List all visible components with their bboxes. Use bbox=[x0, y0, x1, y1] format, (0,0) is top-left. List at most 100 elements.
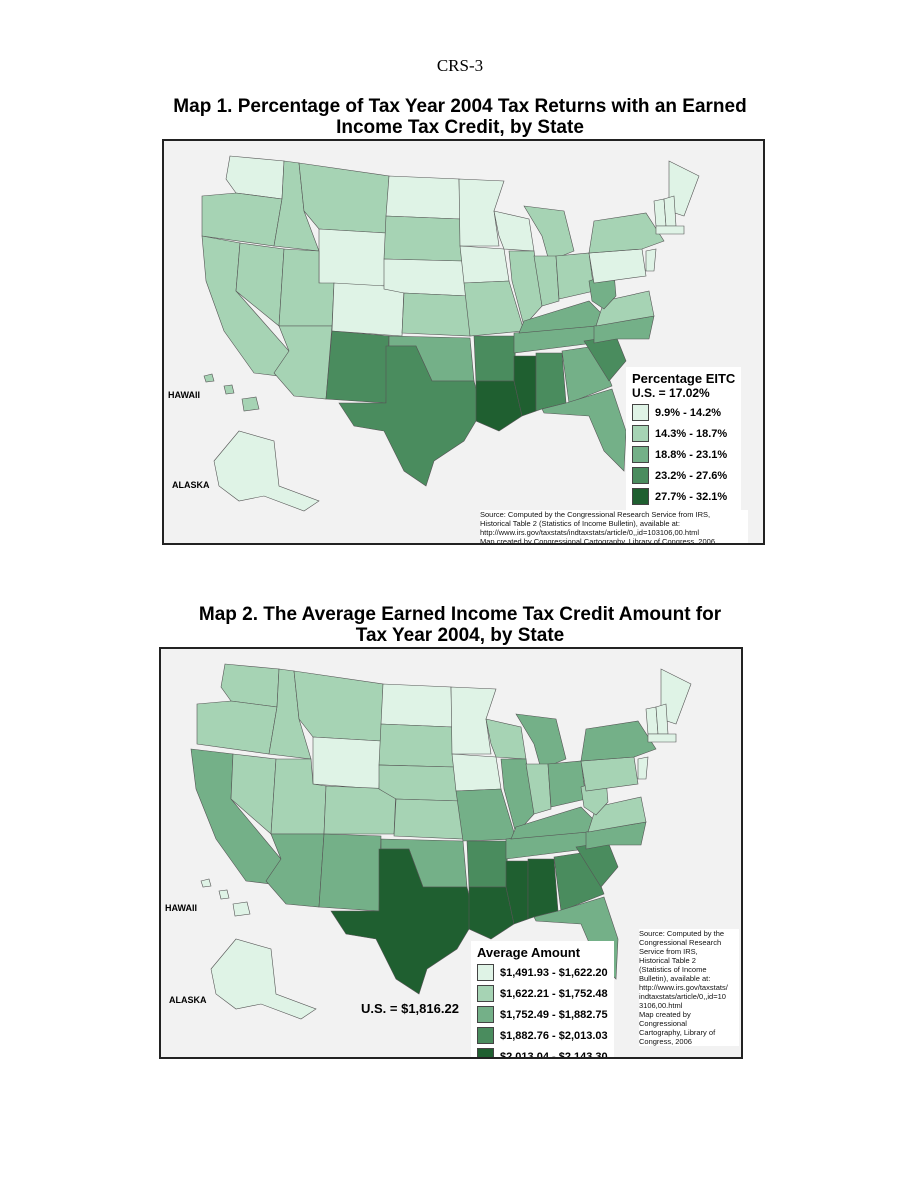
state-nm bbox=[325, 330, 390, 404]
state-wi bbox=[485, 718, 527, 760]
state-az bbox=[265, 833, 325, 908]
map1-legend-item: 14.3% - 18.7% bbox=[632, 425, 735, 442]
state-mn bbox=[450, 686, 497, 755]
state-al bbox=[535, 352, 567, 412]
state-wy bbox=[318, 228, 387, 290]
legend-label: $2,013.04 - $2,143.30 bbox=[500, 1050, 608, 1059]
state-sd bbox=[383, 215, 463, 262]
map1-frame: HAWAII ALASKA Percentage EITC U.S. = 17.… bbox=[162, 139, 765, 545]
map1-legend-title: Percentage EITC bbox=[632, 371, 736, 386]
state-sd bbox=[378, 723, 455, 768]
state-in bbox=[525, 763, 552, 815]
legend-swatch bbox=[632, 446, 649, 463]
state-hi bbox=[203, 373, 260, 412]
state-la bbox=[468, 886, 515, 940]
map1-legend-item: 18.8% - 23.1% bbox=[632, 446, 735, 463]
legend-label: $1,882.76 - $2,013.03 bbox=[500, 1029, 608, 1042]
state-la bbox=[475, 380, 523, 432]
state-ks bbox=[401, 292, 471, 337]
legend-swatch bbox=[477, 964, 494, 981]
state-ks bbox=[393, 798, 464, 840]
legend-label: 9.9% - 14.2% bbox=[655, 406, 722, 419]
legend-label: $1,491.93 - $1,622.20 bbox=[500, 966, 608, 979]
state-az bbox=[273, 325, 333, 400]
source-line: Map created by Congressional Cartography… bbox=[480, 537, 715, 545]
map1-legend-item: 23.2% - 27.6% bbox=[632, 467, 735, 484]
map2-legend-item: $1,491.93 - $1,622.20 bbox=[477, 964, 608, 981]
state-ak bbox=[213, 430, 320, 512]
state-tx bbox=[330, 848, 476, 995]
legend-swatch bbox=[477, 1027, 494, 1044]
state-ne bbox=[383, 258, 470, 297]
state-il bbox=[508, 250, 543, 327]
map2-title-line1: Map 2. The Average Earned Income Tax Cre… bbox=[198, 604, 722, 625]
state-ma bbox=[647, 733, 677, 743]
state-fl bbox=[541, 388, 627, 472]
source-line: Congressional bbox=[639, 1019, 687, 1028]
state-co bbox=[323, 785, 397, 835]
legend-swatch bbox=[632, 404, 649, 421]
map2-title: Map 2. The Average Earned Income Tax Cre… bbox=[0, 604, 920, 646]
state-nj bbox=[645, 248, 657, 272]
state-ar bbox=[466, 840, 509, 888]
source-line: Congressional Research bbox=[639, 938, 722, 947]
source-line: Congress, 2006 bbox=[639, 1037, 692, 1046]
map1-title-line2: Income Tax Credit, by State bbox=[336, 117, 584, 138]
map2-svg bbox=[190, 663, 692, 1020]
source-line: Historical Table 2 (Statistics of Income… bbox=[480, 519, 680, 528]
source-line: Map created by bbox=[639, 1010, 691, 1019]
legend-label: 14.3% - 18.7% bbox=[655, 427, 728, 440]
state-ia bbox=[451, 753, 502, 792]
map2-legend-item: $1,882.76 - $2,013.03 bbox=[477, 1027, 608, 1044]
map1-legend-item: 9.9% - 14.2% bbox=[632, 404, 735, 421]
state-ms bbox=[505, 860, 529, 925]
state-oh bbox=[547, 760, 587, 808]
state-me bbox=[660, 668, 692, 725]
map2-alaska-label: ALASKA bbox=[169, 995, 207, 1005]
state-me bbox=[668, 160, 700, 217]
state-oh bbox=[555, 252, 595, 300]
state-or bbox=[196, 700, 278, 755]
state-hi bbox=[200, 878, 251, 917]
map2-legend: Average Amount $1,491.93 - $1,622.20 $1,… bbox=[471, 941, 614, 1059]
map1-title-line1: Map 1. Percentage of Tax Year 2004 Tax R… bbox=[173, 96, 747, 117]
state-co bbox=[331, 282, 405, 337]
legend-swatch bbox=[477, 1006, 494, 1023]
map2-frame: HAWAII ALASKA U.S. = $1,816.22 Average A… bbox=[159, 647, 743, 1059]
state-wi bbox=[493, 210, 535, 252]
map2-hawaii-label: HAWAII bbox=[165, 903, 198, 913]
source-line: Bulletin), available at: bbox=[639, 974, 711, 983]
map1-legend: Percentage EITC U.S. = 17.02% 9.9% - 14.… bbox=[626, 367, 742, 513]
map2-title-line2: Tax Year 2004, by State bbox=[355, 625, 565, 646]
map1-legend-item: 27.7% - 32.1% bbox=[632, 488, 735, 505]
source-line: http://www.irs.gov/taxstats/ bbox=[639, 983, 728, 992]
state-pa bbox=[580, 756, 639, 792]
map2-us-average: U.S. = $1,816.22 bbox=[361, 1001, 459, 1016]
state-al bbox=[527, 858, 559, 920]
legend-label: $1,752.49 - $1,882.75 bbox=[500, 1008, 608, 1021]
source-line: Source: Computed by the bbox=[639, 929, 725, 938]
state-wa bbox=[225, 155, 285, 200]
state-ak bbox=[210, 938, 317, 1020]
state-pa bbox=[588, 248, 647, 284]
state-mt bbox=[298, 162, 390, 234]
map2-legend-title: Average Amount bbox=[477, 945, 581, 960]
state-in bbox=[533, 255, 560, 307]
state-nd bbox=[385, 175, 461, 220]
state-ny bbox=[580, 720, 657, 762]
state-nd bbox=[380, 683, 453, 728]
state-ny bbox=[588, 212, 665, 254]
map1-legend-us-average: U.S. = 17.02% bbox=[632, 386, 710, 400]
legend-label: 18.8% - 23.1% bbox=[655, 448, 728, 461]
state-mn bbox=[458, 178, 505, 247]
source-line: indtaxstats/article/0,,id=10 bbox=[639, 992, 726, 1001]
state-mt bbox=[293, 670, 384, 742]
state-wy bbox=[312, 736, 382, 790]
state-nh bbox=[663, 195, 677, 227]
map2-source: Source: Computed by the Congressional Re… bbox=[639, 929, 739, 1046]
source-line: http://www.irs.gov/taxstats/indtaxstats/… bbox=[480, 528, 700, 537]
legend-swatch bbox=[477, 985, 494, 1002]
map1-alaska-label: ALASKA bbox=[172, 480, 210, 490]
legend-label: 23.2% - 27.6% bbox=[655, 469, 728, 482]
state-nm bbox=[318, 833, 382, 912]
